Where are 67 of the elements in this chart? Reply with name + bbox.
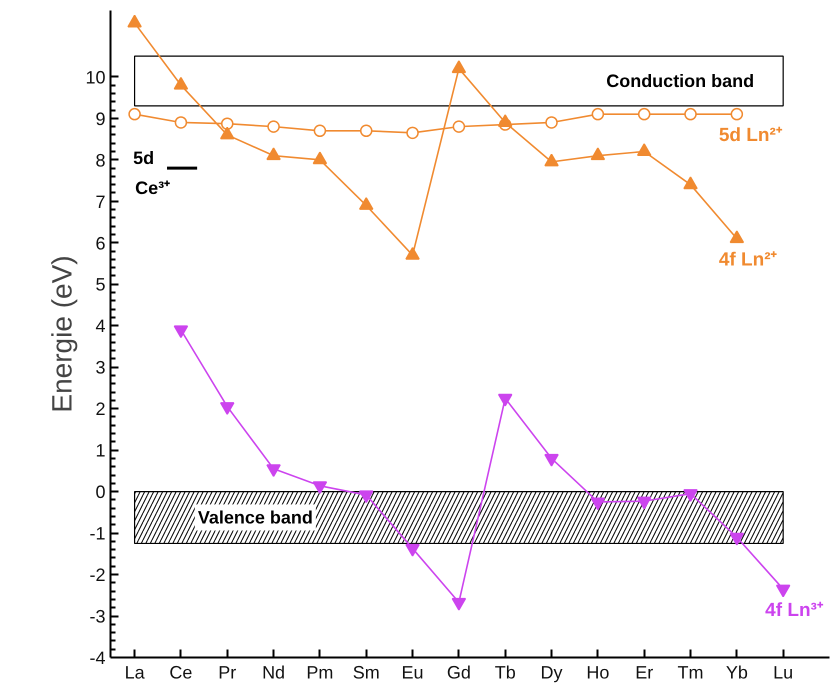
- x-tick-label: Tb: [494, 662, 516, 682]
- y-tick-label: 1: [95, 440, 106, 461]
- point: [452, 120, 466, 133]
- x-tick-label: Pr: [218, 662, 236, 682]
- point: [730, 108, 744, 120]
- y-tick-label: -1: [89, 524, 106, 544]
- y-tick-label: 10: [85, 67, 106, 88]
- point: [220, 117, 234, 130]
- y-tick-label: -2: [89, 565, 106, 586]
- x-tick-label: Yb: [726, 662, 748, 682]
- x-tick-label: Ce: [169, 662, 192, 682]
- point: [406, 126, 419, 140]
- point: [545, 116, 558, 129]
- series-label: 4f Ln³⁺: [765, 600, 824, 622]
- y-tick-label: 0: [95, 482, 106, 502]
- point: [730, 532, 744, 546]
- y-tick-label: 8: [95, 150, 106, 170]
- y-axis-title: Energie (eV): [46, 255, 78, 413]
- point: [498, 394, 512, 407]
- point: [174, 76, 188, 90]
- point: [683, 489, 698, 502]
- point: [220, 402, 234, 415]
- y-tick-label: 5: [95, 274, 106, 295]
- y-tick-label: 2: [95, 399, 106, 420]
- series-label: 5d Ln²⁺: [718, 125, 783, 146]
- x-tick-label: Gd: [446, 662, 471, 682]
- y-tick-label: 4: [95, 316, 106, 336]
- point: [590, 497, 606, 510]
- point: [128, 108, 141, 120]
- y-tick-label: 7: [95, 192, 106, 212]
- point: [776, 584, 790, 598]
- y-tick-label: 6: [95, 233, 106, 254]
- point: [684, 108, 697, 120]
- point: [592, 108, 604, 120]
- point: [452, 60, 466, 74]
- x-tick-label: Er: [635, 662, 654, 682]
- point: [636, 496, 652, 510]
- point: [452, 598, 466, 611]
- point: [266, 464, 281, 478]
- x-tick-label: Eu: [402, 662, 424, 682]
- y-tick-label: 9: [95, 108, 106, 129]
- x-tick-label: Lu: [773, 662, 794, 682]
- x-tick-label: Sm: [352, 662, 380, 682]
- point: [544, 454, 559, 467]
- y-tick-label: -3: [89, 606, 106, 627]
- point: [174, 116, 188, 129]
- band-label: Valence band: [198, 508, 313, 528]
- x-tick-label: La: [124, 662, 146, 682]
- x-tick-label: Ho: [586, 662, 610, 682]
- band-label: Conduction band: [606, 71, 754, 92]
- point: [358, 490, 374, 504]
- x-tick-label: Tm: [678, 662, 704, 682]
- x-tick-label: Nd: [262, 662, 286, 682]
- point: [267, 120, 280, 133]
- point: [638, 108, 650, 120]
- x-tick-label: Dy: [540, 662, 563, 682]
- y-tick-label: -4: [89, 648, 106, 668]
- ref-line-label: 5d Ce³⁺: [133, 148, 170, 198]
- point: [312, 481, 328, 494]
- point: [405, 544, 420, 557]
- point: [360, 124, 372, 138]
- series-label: 4f Ln²⁺: [718, 250, 778, 271]
- point: [127, 14, 142, 28]
- point: [174, 325, 188, 338]
- x-tick-label: Pm: [306, 662, 334, 682]
- point: [314, 124, 326, 138]
- y-tick-label: 3: [95, 358, 106, 378]
